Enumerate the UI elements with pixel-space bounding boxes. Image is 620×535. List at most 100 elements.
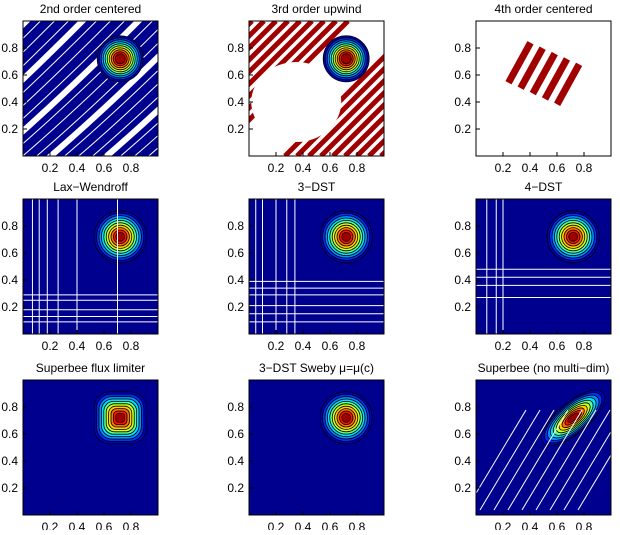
contour-level-10 [568,232,578,242]
x-tick-label: 0.4 [522,339,539,353]
y-tick-label: 0.8 [227,219,244,233]
contour-line [23,21,98,94]
x-tick-label: 0.6 [96,339,113,353]
contour-line [493,409,555,511]
axes-box [475,198,612,335]
x-tick-label: 0.6 [549,161,566,175]
contour-line [35,42,158,156]
y-tick-label: 0.8 [1,219,18,233]
x-tick-label: 0.6 [322,161,339,175]
contour-line [77,83,158,156]
x-tick-label: 0.6 [322,339,339,353]
y-tick-label: 0.4 [1,273,18,287]
x-tick-label: 0.4 [295,161,312,175]
contour-level-10 [115,412,126,423]
contour-line [476,409,527,495]
x-tick-label: 0.2 [495,520,512,530]
y-tick-label: 0.4 [227,95,244,109]
contour-field [476,380,611,515]
stripe [355,125,384,156]
subplot-3: 4th order centered 0.2 0.4 0.6 0.8 0.2 0.4 0.6 0… [454,2,612,175]
y-tick-label: 0.2 [227,300,244,314]
contour-field [23,199,158,334]
y-tick-label: 0.4 [227,454,244,468]
axes-box [22,198,159,335]
contour-field [476,21,611,156]
subplot-9: Superbee (no multi−dim) 0.2 0.4 0.6 0.8 0.2 0.… [454,361,612,534]
y-tick-label: 0.2 [1,300,18,314]
axes-box [475,379,612,516]
contour-field [476,199,611,334]
x-tick-label: 0.4 [522,161,539,175]
x-tick-label: 0.4 [295,339,312,353]
x-tick-label: 0.2 [495,161,512,175]
axes-box [248,379,385,516]
x-tick-label: 0.2 [42,339,59,353]
contour-line [133,134,158,156]
y-tick-label: 0.2 [227,481,244,495]
stripe [554,62,583,107]
contour-field [249,21,384,156]
y-tick-label: 0.4 [454,95,471,109]
contour-line [46,52,158,156]
x-tick-label: 0.8 [576,339,593,353]
y-tick-label: 0.2 [1,481,18,495]
contour-line [23,21,112,107]
subplot-1: 2nd order centered 0.2 0.4 0.6 0.8 0.2 0.4 0.6 0… [1,2,159,175]
x-tick-label: 0.4 [522,520,539,530]
stripe [319,89,384,156]
subplot-title: 3rd order upwind [271,2,361,16]
subplot-title: 3−DST [298,180,336,194]
stripe [541,57,571,101]
y-tick-label: 0.2 [454,481,471,495]
y-tick-label: 0.2 [454,300,471,314]
y-tick-label: 0.8 [1,400,18,414]
contour-level-10 [341,232,352,242]
x-tick-label: 0.2 [268,520,285,530]
x-tick-label: 0.2 [42,520,59,530]
subplot-title: 4th order centered [494,2,592,16]
contour-line [102,106,158,156]
contour-level-10 [567,412,579,423]
x-tick-label: 0.2 [495,339,512,353]
x-tick-label: 0.8 [123,520,140,530]
stripe [505,41,534,85]
x-tick-label: 0.8 [349,161,366,175]
x-tick-label: 0.2 [268,161,285,175]
subplot-title: Superbee (no multi−dim) [478,361,610,375]
stripe [331,101,384,156]
y-tick-label: 0.2 [454,122,471,136]
y-tick-label: 0.6 [227,246,244,260]
contour-level-10 [114,53,126,65]
y-tick-label: 0.2 [227,122,244,136]
y-tick-label: 0.6 [454,427,471,441]
y-tick-label: 0.4 [1,95,18,109]
stripe [343,113,384,156]
y-tick-label: 0.8 [227,41,244,55]
y-tick-label: 0.6 [1,427,18,441]
x-tick-label: 0.8 [576,161,593,175]
subplot-6: 4−DST 0.2 0.4 0.6 0.8 0.2 0.4 0.6 0.8 [454,180,612,353]
subplot-title: Superbee flux limiter [36,361,145,375]
x-tick-label: 0.8 [123,339,140,353]
y-tick-label: 0.6 [227,427,244,441]
y-tick-label: 0.4 [1,454,18,468]
x-tick-label: 0.4 [295,520,312,530]
contour-line [479,409,541,511]
contour-line [147,147,158,156]
contour-line [23,21,154,145]
x-tick-label: 0.8 [123,161,140,175]
contour-line [119,122,158,156]
y-tick-label: 0.6 [454,246,471,260]
stripe [249,21,290,64]
contour-field [23,380,158,515]
subplot-4: Lax−Wendroff 0.2 0.4 0.6 0.8 0.2 0.4 0.6 0.8 [1,180,159,353]
x-tick-label: 0.8 [349,520,366,530]
y-tick-label: 0.8 [454,219,471,233]
subplot-title: 4−DST [525,180,563,194]
x-tick-label: 0.8 [576,520,593,530]
stripe [249,21,278,52]
x-tick-label: 0.6 [549,339,566,353]
y-tick-label: 0.6 [1,246,18,260]
